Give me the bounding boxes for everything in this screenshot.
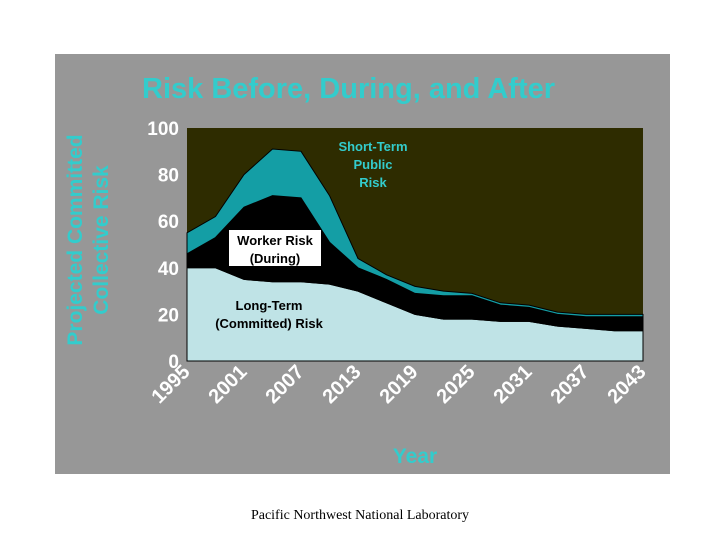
annotation-text: (During): [250, 251, 301, 266]
y-axis-ticks: 0 20 40 60 80 100: [147, 119, 179, 373]
y-tick-label: 40: [158, 259, 179, 280]
annotation-text: Public: [353, 157, 392, 172]
x-axis-label: Year: [393, 445, 437, 468]
area-series-3: [186, 148, 644, 318]
x-tick-label: 1995: [148, 361, 195, 408]
annotation-text: (Committed) Risk: [215, 316, 323, 331]
x-tick-label: 2007: [262, 361, 309, 408]
chart-title: Risk Before, During, and After: [142, 73, 555, 105]
x-tick-label: 2043: [604, 361, 651, 408]
x-tick-label: 2031: [490, 361, 537, 408]
y-tick-label: 20: [158, 305, 179, 326]
annotation-text: Long-Term: [236, 298, 303, 313]
annotation-text: Risk: [359, 175, 387, 190]
x-axis-ticks: 1995 2001 2007 2013 2019 2025 2031 2037 2043: [148, 361, 651, 408]
y-tick-label: 80: [158, 166, 179, 187]
x-tick-label: 2019: [376, 361, 423, 408]
y-tick-label: 0: [168, 352, 179, 373]
chart-panel: Risk Before, During, and After 0 20 40 60 80…: [55, 54, 670, 474]
y-tick-label: 60: [158, 212, 179, 233]
risk-chart: Risk Before, During, and After 0 20 40 60 80…: [64, 73, 651, 468]
y-tick-label: 100: [147, 119, 179, 140]
x-tick-label: 2025: [433, 361, 480, 408]
footer-text: Pacific Northwest National Laboratory: [250, 508, 470, 523]
y-axis-label-line: Collective Risk: [90, 165, 113, 315]
annotation-text: Short-Term: [338, 139, 407, 154]
y-axis-label: Projected Committed Collective Risk: [64, 134, 113, 345]
annotations: Short-Term Public Risk Worker Risk (During) L…: [215, 139, 407, 331]
y-axis-label-line: Projected Committed: [64, 134, 87, 345]
x-tick-label: 2013: [319, 361, 366, 408]
annotation-box: [229, 230, 321, 266]
annotation-text: Worker Risk: [237, 233, 313, 248]
x-tick-label: 2037: [547, 361, 594, 408]
x-tick-label: 2001: [205, 361, 252, 408]
